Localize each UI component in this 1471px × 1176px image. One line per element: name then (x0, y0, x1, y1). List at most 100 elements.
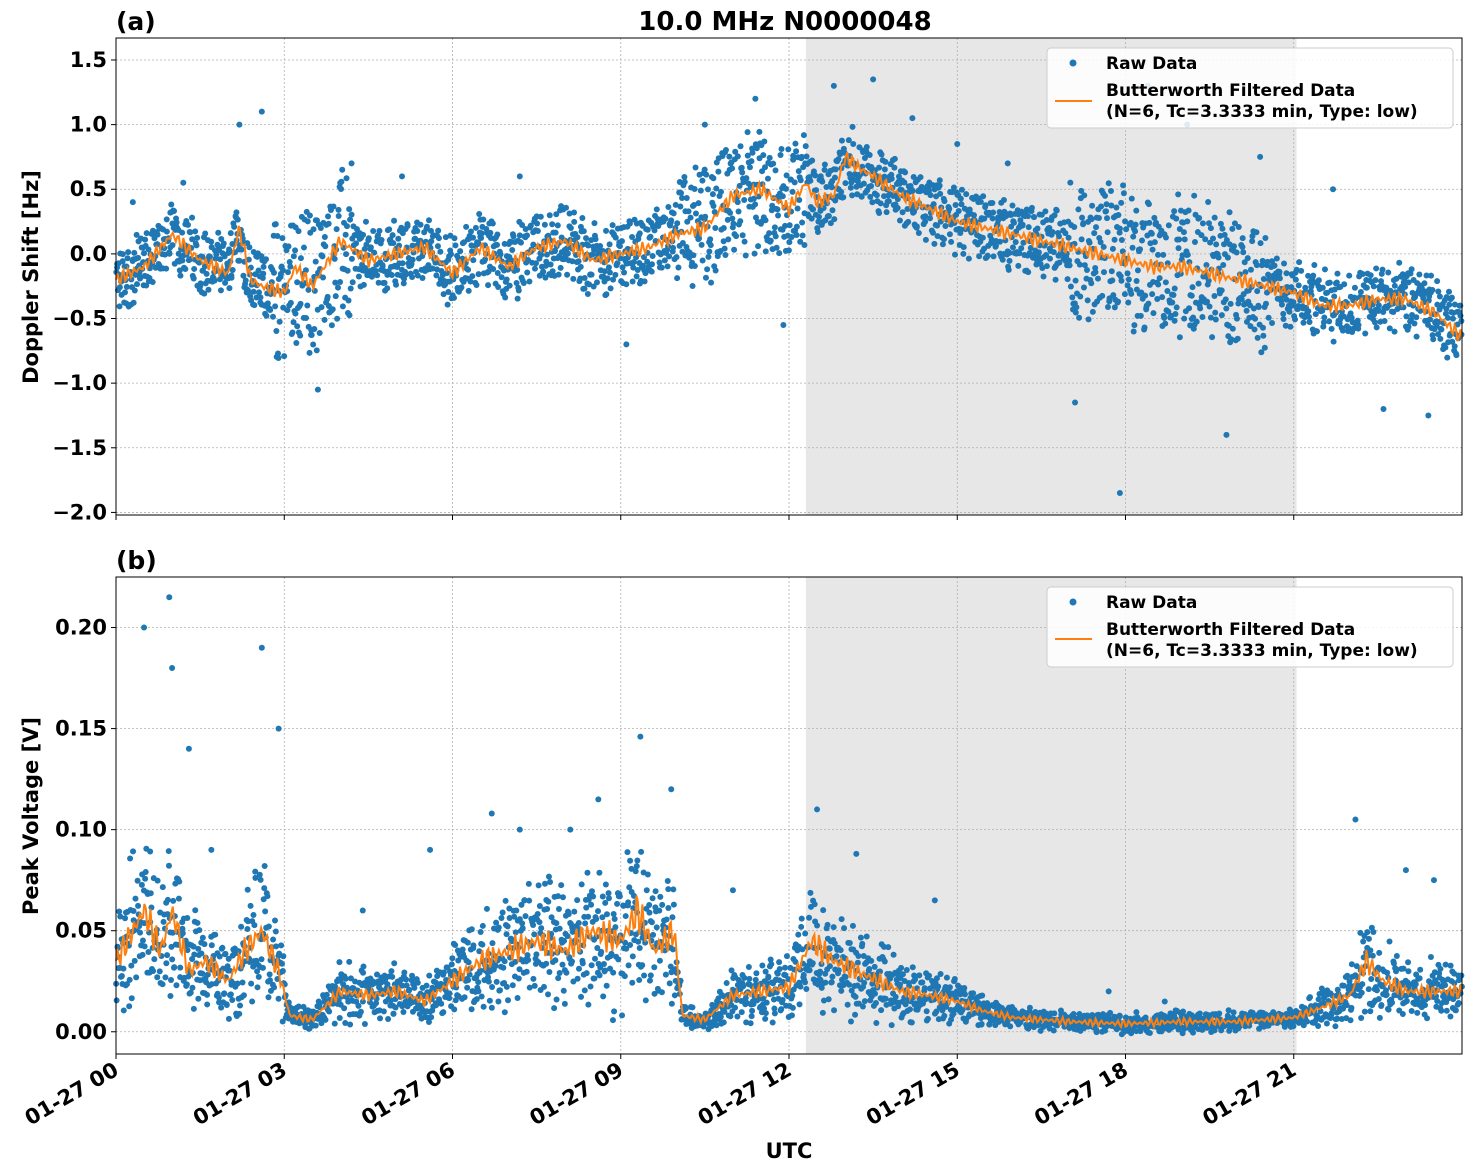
raw-data-point (298, 301, 304, 307)
raw-data-point (486, 979, 492, 985)
raw-data-point (919, 979, 925, 985)
raw-data-point (776, 250, 782, 256)
raw-data-point (217, 953, 223, 959)
raw-data-point (916, 230, 922, 236)
raw-data-point (490, 220, 496, 226)
raw-data-point (1110, 246, 1116, 252)
raw-data-point (800, 232, 806, 238)
raw-data-point (763, 1010, 769, 1016)
raw-data-point (665, 263, 671, 269)
raw-data-outlier (1257, 154, 1263, 160)
raw-data-point (334, 316, 340, 322)
raw-data-point (621, 270, 627, 276)
raw-data-point (218, 287, 224, 293)
raw-data-point (228, 275, 234, 281)
raw-data-point (479, 994, 485, 1000)
raw-data-point (708, 242, 714, 248)
raw-data-point (855, 953, 861, 959)
raw-data-point (362, 1021, 368, 1027)
raw-data-point (755, 243, 761, 249)
raw-data-point (607, 269, 613, 275)
raw-data-point (191, 1006, 197, 1012)
raw-data-point (409, 274, 415, 280)
raw-data-point (555, 222, 561, 228)
panel-label-a: (a) (116, 7, 156, 36)
raw-data-point (553, 230, 559, 236)
raw-data-point (669, 1001, 675, 1007)
raw-data-point (1115, 212, 1121, 218)
raw-data-outlier (180, 180, 186, 186)
raw-data-point (568, 225, 574, 231)
raw-data-point (690, 283, 696, 289)
raw-data-point (170, 898, 176, 904)
raw-data-point (337, 1015, 343, 1021)
raw-data-point (451, 295, 457, 301)
raw-data-point (710, 191, 716, 197)
raw-data-point (651, 964, 657, 970)
raw-data-point (162, 974, 168, 980)
raw-data-point (891, 952, 897, 958)
raw-data-point (767, 155, 773, 161)
raw-data-point (494, 242, 500, 248)
raw-data-point (1236, 224, 1242, 230)
raw-data-point (762, 1016, 768, 1022)
raw-data-point (557, 970, 563, 976)
raw-data-point (307, 212, 313, 218)
raw-data-point (273, 943, 279, 949)
raw-data-point (1382, 318, 1388, 324)
raw-data-point (202, 231, 208, 237)
raw-data-point (910, 964, 916, 970)
raw-data-point (195, 920, 201, 926)
raw-data-point (1290, 299, 1296, 305)
raw-data-point (374, 272, 380, 278)
raw-data-point (622, 973, 628, 979)
raw-data-point (1197, 305, 1203, 311)
raw-data-point (941, 198, 947, 204)
raw-data-point (803, 143, 809, 149)
raw-data-point (160, 884, 166, 890)
raw-data-point (882, 159, 888, 165)
raw-data-point (292, 311, 298, 317)
raw-data-point (1135, 267, 1141, 273)
raw-data-point (790, 189, 796, 195)
raw-data-point (169, 956, 175, 962)
raw-data-point (237, 1003, 243, 1009)
raw-data-point (645, 871, 651, 877)
raw-data-point (722, 246, 728, 252)
raw-data-point (576, 920, 582, 926)
raw-data-point (1373, 265, 1379, 271)
raw-data-point (1172, 286, 1178, 292)
raw-data-point (959, 187, 965, 193)
raw-data-point (204, 271, 210, 277)
raw-data-point (801, 242, 807, 248)
raw-data-point (1210, 236, 1216, 242)
raw-data-point (339, 167, 345, 173)
raw-data-point (261, 264, 267, 270)
raw-data-point (171, 964, 177, 970)
raw-data-point (571, 209, 577, 215)
raw-data-point (340, 303, 346, 309)
raw-data-point (462, 994, 468, 1000)
raw-data-point (198, 950, 204, 956)
raw-data-point (1169, 300, 1175, 306)
raw-data-point (1260, 325, 1266, 331)
raw-data-point (155, 878, 161, 884)
raw-data-point (239, 247, 245, 253)
raw-data-point (285, 269, 291, 275)
raw-data-point (627, 858, 633, 864)
raw-data-point (1138, 313, 1144, 319)
raw-data-point (524, 969, 530, 975)
raw-data-point (135, 903, 141, 909)
raw-data-point (1413, 314, 1419, 320)
raw-data-point (868, 958, 874, 964)
raw-data-point (279, 235, 285, 241)
raw-data-point (1437, 336, 1443, 342)
raw-data-point (1281, 316, 1287, 322)
raw-data-point (263, 313, 269, 319)
raw-data-point (1115, 299, 1121, 305)
raw-data-point (820, 907, 826, 913)
raw-data-point (1327, 280, 1333, 286)
raw-data-point (281, 353, 287, 359)
raw-data-point (657, 894, 663, 900)
raw-data-point (610, 222, 616, 228)
